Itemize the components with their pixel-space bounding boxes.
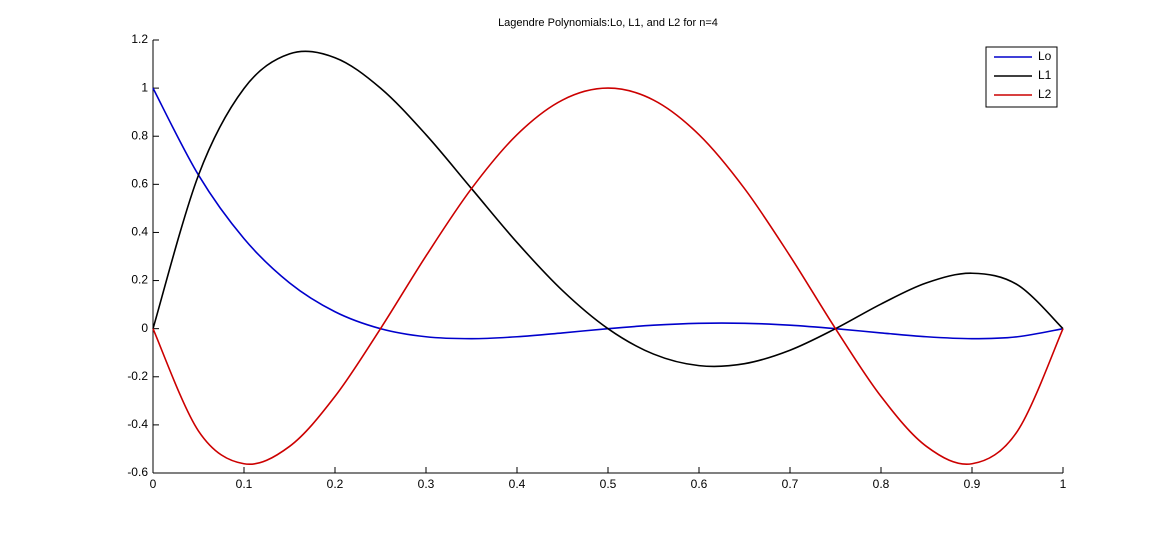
y-tick-label: -0.6 <box>127 465 148 479</box>
y-tick-label: 0.6 <box>131 177 148 191</box>
y-tick-label: 0.8 <box>131 128 148 142</box>
y-tick-label: 0.2 <box>131 273 148 287</box>
legend: Lo L1 L2 <box>985 46 1058 108</box>
x-tick-label: 0.5 <box>600 477 617 491</box>
x-tick-label: 0 <box>150 477 157 491</box>
y-tick-label: -0.4 <box>127 417 148 431</box>
x-tick-label: 1 <box>1060 477 1067 491</box>
x-tick-label: 0.7 <box>782 477 799 491</box>
chart-title: Lagendre Polynomials:Lo, L1, and L2 for … <box>498 17 718 29</box>
legend-label: L1 <box>1038 68 1052 82</box>
x-tick-label: 0.2 <box>327 477 344 491</box>
legend-label: L2 <box>1038 87 1052 101</box>
series-line <box>152 87 1064 466</box>
y-tick-label: 1.2 <box>131 32 148 46</box>
legend-label: Lo <box>1038 49 1052 63</box>
x-tick-label: 0.8 <box>873 477 890 491</box>
x-tick-label: 0.3 <box>418 477 435 491</box>
y-tick-label: -0.2 <box>127 369 148 383</box>
y-tick-label: 1 <box>141 80 148 94</box>
series-line <box>152 87 1064 340</box>
series-line <box>152 50 1064 368</box>
x-tick-label: 0.1 <box>236 477 253 491</box>
x-tick-label: 0.4 <box>509 477 526 491</box>
x-tick-label: 0.9 <box>964 477 981 491</box>
y-tick-label: 0 <box>141 321 148 335</box>
y-tick-label: 0.4 <box>131 225 148 239</box>
x-tick-label: 0.6 <box>691 477 708 491</box>
